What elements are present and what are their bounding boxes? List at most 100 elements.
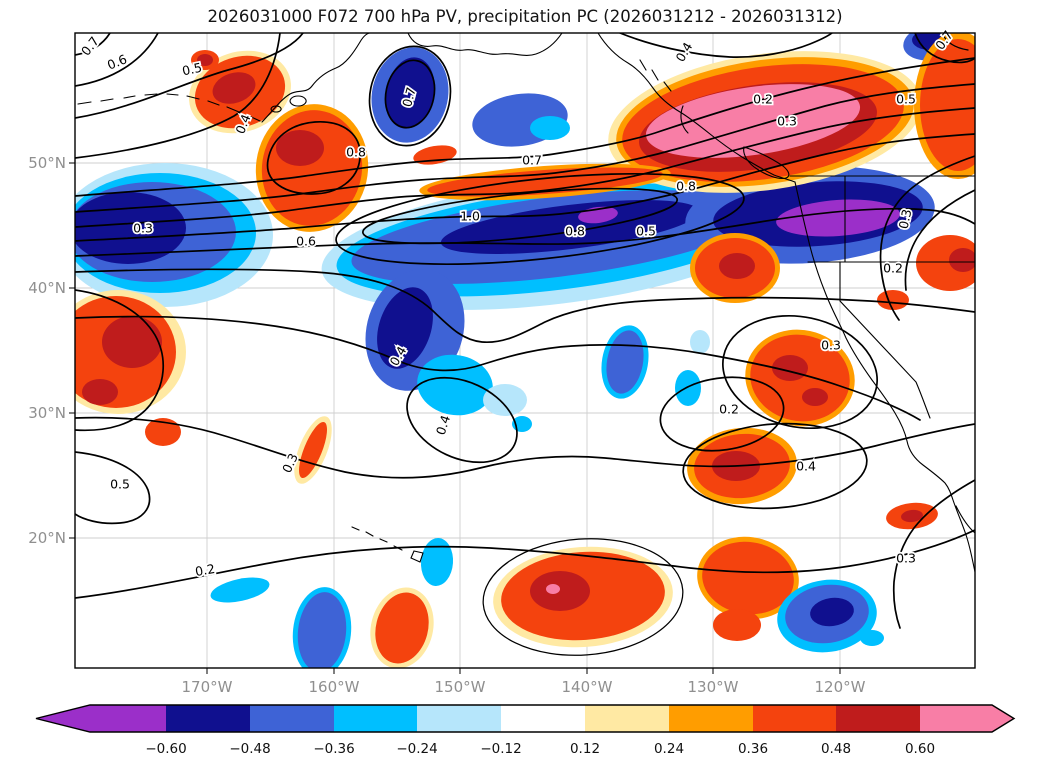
x-tick-label: 120°W (815, 678, 866, 696)
precip-blob (920, 39, 975, 171)
contour-line (75, 268, 975, 344)
precip-blob (860, 630, 884, 646)
figure-title: 2026031000 F072 700 hPa PV, precipitatio… (207, 7, 842, 26)
contour-line (75, 33, 111, 56)
y-tick-label: 20°N (28, 529, 66, 547)
map-plot: 0.7 0.6 0.5 0.4 0.8 0.7 0.3 0.6 1.0 0.7 … (28, 26, 976, 696)
colorbar-tick-labels: −0.60 −0.48 −0.36 −0.24 −0.12 0.12 0.24 … (145, 741, 935, 757)
contour-line (266, 121, 361, 195)
contour-line (75, 451, 151, 525)
contour-label: 0.8 (565, 224, 585, 239)
contour-line (335, 172, 745, 266)
state-borders (789, 175, 975, 419)
contour-line (75, 57, 975, 197)
precip-blob (212, 72, 256, 104)
contour-line (75, 33, 159, 87)
colorbar-tick-label: 0.12 (570, 741, 600, 757)
y-tick-label: 30°N (28, 404, 66, 422)
precip-blob (546, 584, 560, 594)
precip-blob (483, 384, 527, 416)
aleutian-islands-coast (77, 93, 261, 122)
precip-blob (530, 571, 590, 611)
contour-line (75, 133, 975, 242)
precip-blob (210, 577, 270, 603)
x-tick-label: 160°W (309, 678, 360, 696)
precip-blob (877, 290, 909, 310)
contour-label: 0.7 (399, 85, 419, 108)
pv-contours (75, 33, 975, 656)
contour-label: 0.7 (522, 153, 542, 168)
contour-line (659, 376, 785, 452)
precip-blob (385, 57, 435, 129)
colorbar-segment (585, 705, 669, 732)
shaded-regions (75, 33, 975, 668)
colorbar: −0.60 −0.48 −0.36 −0.24 −0.12 0.12 0.24 … (35, 704, 1016, 757)
contour-line (368, 45, 452, 147)
contour-line (682, 422, 868, 510)
contour-label: 0.4 (796, 459, 816, 474)
colorbar-segment (334, 705, 417, 732)
precip-blob (102, 316, 162, 368)
precip-blob (713, 609, 761, 641)
bc-coast (597, 33, 796, 183)
precip-blob (276, 130, 324, 166)
colorbar-tick-label: 0.48 (821, 741, 851, 757)
contour-label: 0.5 (181, 60, 204, 79)
contour-line (879, 155, 975, 321)
colorbar-segment (753, 705, 836, 732)
precip-blob (702, 541, 794, 615)
precip-blob (802, 388, 828, 406)
contour-label: 0.6 (296, 234, 316, 249)
contour-line (75, 33, 281, 159)
contour-line (619, 33, 833, 58)
colorbar-segment (501, 705, 585, 732)
axis-tick-marks (69, 162, 841, 674)
precip-blob (420, 538, 454, 586)
contour-line (904, 189, 975, 291)
precip-blob (675, 370, 701, 406)
y-tick-label: 50°N (28, 154, 66, 172)
colorbar-segment (417, 705, 501, 732)
colorbar-segment (250, 705, 334, 732)
contour-line (892, 479, 975, 629)
colorbar-tick-label: 0.36 (738, 741, 768, 757)
x-axis-labels: 170°W 160°W 150°W 140°W 130°W 120°W (182, 678, 866, 696)
contour-line (75, 107, 975, 228)
alaska-coast (261, 33, 563, 123)
precip-blob (297, 592, 347, 668)
precip-blob (299, 421, 327, 479)
colorbar-tick-label: 0.60 (905, 741, 935, 757)
contour-label: 0.2 (719, 402, 739, 417)
contour-label: 0.3 (896, 208, 915, 231)
precip-blob (145, 418, 181, 446)
contour-label: 0.3 (896, 551, 916, 566)
precip-blob (901, 509, 923, 523)
x-tick-label: 140°W (562, 678, 613, 696)
contour-label: 0.3 (133, 221, 153, 236)
contour-line (722, 314, 878, 430)
contour-line (384, 59, 436, 129)
y-axis-labels: 50°N 40°N 30°N 20°N (28, 154, 66, 547)
colorbar-tick-label: 0.24 (654, 741, 684, 757)
precip-blob (645, 84, 861, 158)
contour-label: 0.8 (346, 145, 366, 160)
precip-blob (375, 592, 429, 664)
x-tick-label: 150°W (435, 678, 486, 696)
contour-line (941, 33, 969, 51)
us-west-coast (794, 181, 975, 573)
colorbar-tick-label: −0.12 (480, 741, 521, 757)
contour-line (75, 289, 165, 432)
plot-border (74, 32, 976, 669)
x-tick-label: 170°W (182, 678, 233, 696)
colorbar-outline (35, 704, 1016, 733)
contour-line (482, 538, 684, 656)
y-tick-label: 40°N (28, 279, 66, 297)
colorbar-tick-label: −0.48 (229, 741, 270, 757)
contour-label: 0.2 (883, 261, 903, 276)
precip-blob (810, 597, 854, 627)
contour-label: 0.5 (896, 92, 916, 107)
plot-contents (75, 33, 975, 668)
colorbar-segment (836, 705, 920, 732)
